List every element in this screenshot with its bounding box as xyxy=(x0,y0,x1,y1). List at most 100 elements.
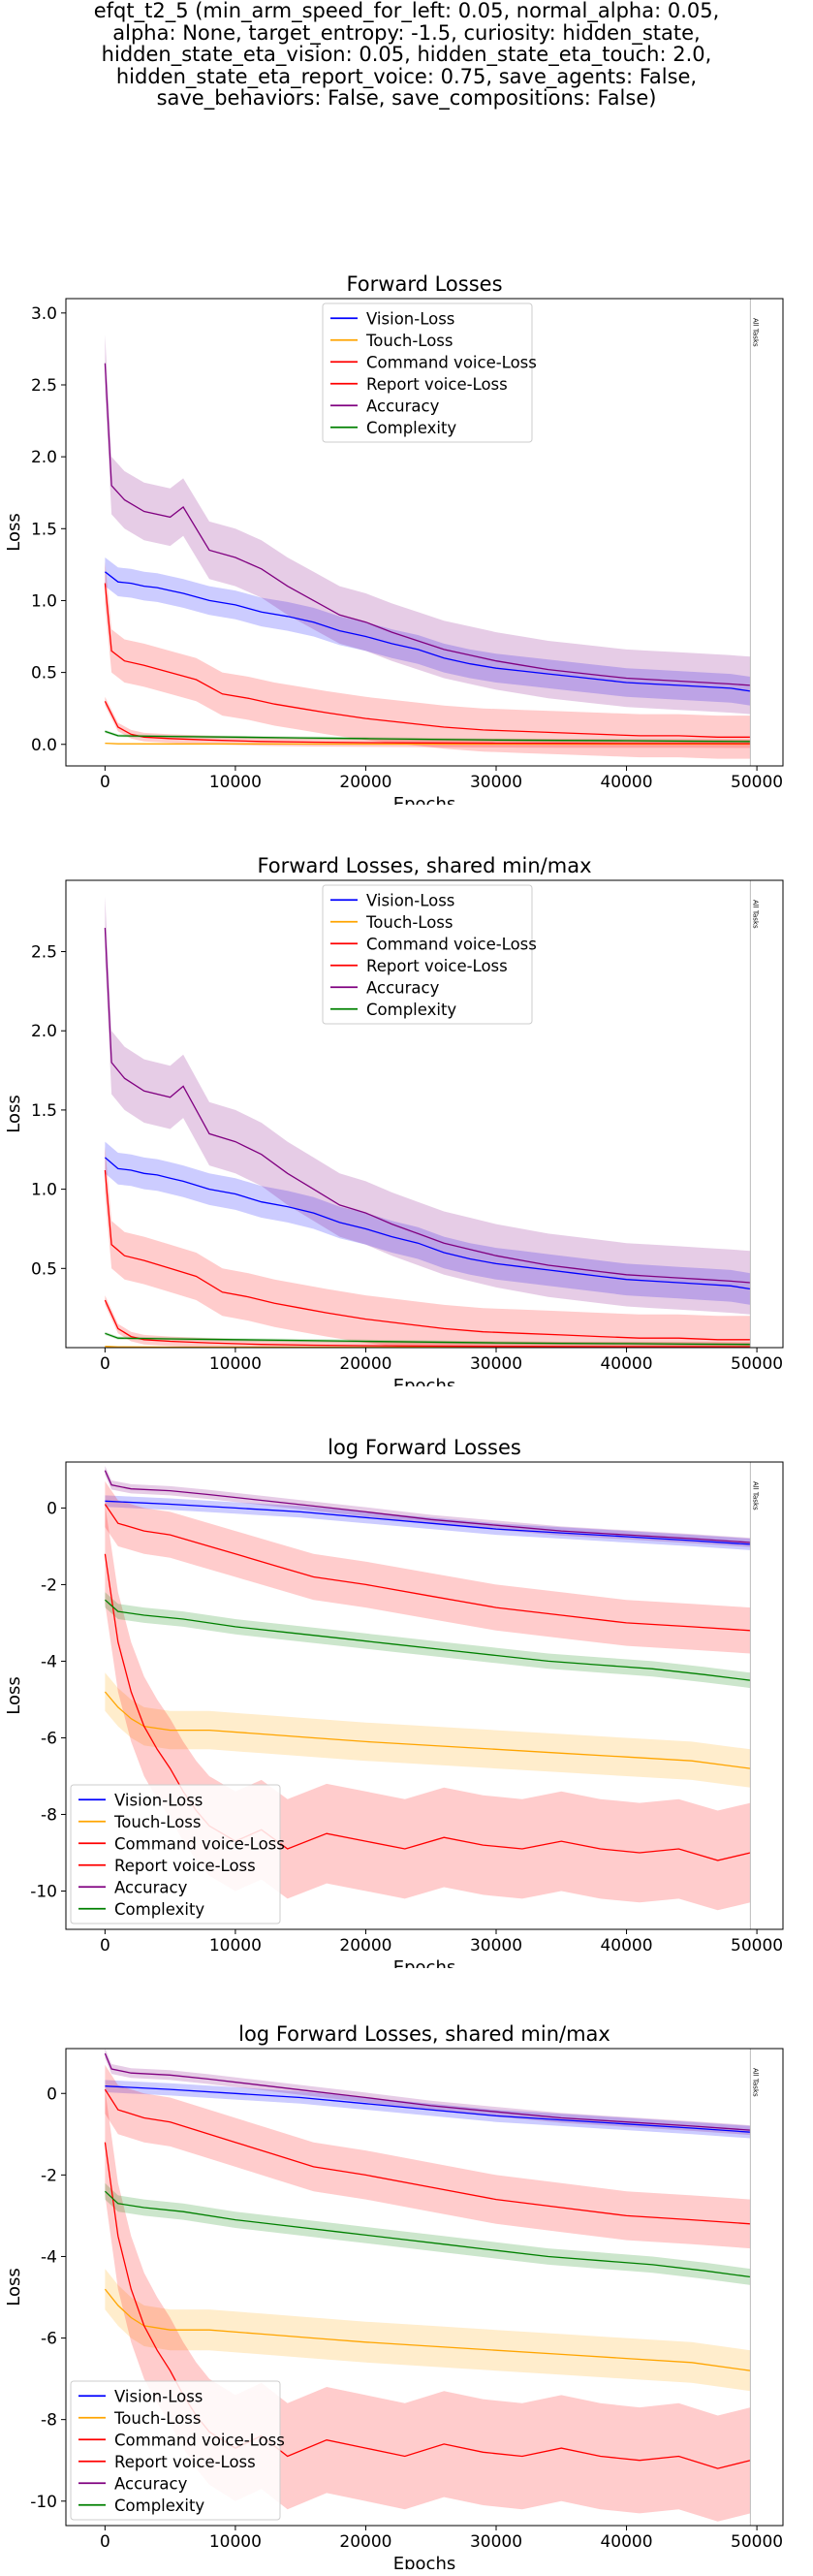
y-tick-label: 1.0 xyxy=(31,1181,57,1200)
series-line xyxy=(105,730,751,743)
x-tick-label: 0 xyxy=(100,2532,110,2552)
plot-frame xyxy=(65,879,784,1349)
legend-label: Complexity xyxy=(114,1900,204,1919)
task-marker-label: All Tasks xyxy=(751,318,759,347)
x-tick-label: 50000 xyxy=(731,773,783,792)
series-band xyxy=(105,896,751,1315)
suptitle-line: hidden_state_eta_report_voice: 0.75, sav… xyxy=(115,64,698,88)
y-tick-label: -6 xyxy=(41,1729,57,1748)
legend-label: Vision-Loss xyxy=(366,891,454,909)
chart-title: Forward Losses, shared min/max xyxy=(257,854,591,877)
legend-label: Accuracy xyxy=(114,2474,188,2493)
series-line xyxy=(104,2142,751,2469)
legend-frame xyxy=(322,884,533,1025)
chart-log-forward-losses-shared: log Forward Losses, shared min/max All Ta… xyxy=(4,2022,784,2569)
legend-label: Command voice-Loss xyxy=(114,1834,285,1853)
x-tick-label: 10000 xyxy=(209,2532,262,2552)
x-tick-label: 50000 xyxy=(731,2532,783,2552)
x-tick-label: 10000 xyxy=(209,773,262,792)
y-tick-label: -2 xyxy=(41,2166,57,2185)
series-line xyxy=(104,2088,751,2225)
series-line xyxy=(104,701,751,745)
task-marker-label: All Tasks xyxy=(751,900,759,929)
suptitle-line: hidden_state_eta_vision: 0.05, hidden_st… xyxy=(101,43,712,66)
legend: Vision-Loss Touch-Loss Command voice-Loss R… xyxy=(70,1784,285,1924)
series-band xyxy=(105,1331,751,1347)
series-line xyxy=(105,571,751,692)
series-band xyxy=(105,1141,751,1305)
x-tick-label: 10000 xyxy=(209,1354,262,1374)
plot-frame xyxy=(65,1461,784,1930)
x-tick-label: 50000 xyxy=(731,1936,783,1956)
chart-title: Forward Losses xyxy=(346,272,502,296)
x-tick-label: 20000 xyxy=(339,1936,391,1956)
series-band xyxy=(105,1672,751,1788)
y-tick-label: -4 xyxy=(41,1652,57,1671)
task-marker-label: All Tasks xyxy=(751,2068,759,2097)
legend-label: Complexity xyxy=(114,2496,204,2515)
series-band xyxy=(105,1146,751,1348)
y-tick-label: 0.0 xyxy=(31,736,57,755)
series-band xyxy=(105,2269,751,2392)
y-tick-label: -10 xyxy=(30,2493,57,2512)
y-tick-label: -4 xyxy=(41,2247,57,2267)
chart-log-forward-losses: log Forward Losses All Tasks 0 10000 20000 30… xyxy=(4,1436,784,1968)
legend-label: Touch-Loss xyxy=(113,1813,202,1831)
suptitle-line: efqt_t2_5 (min_arm_speed_for_left: 0.05,… xyxy=(93,0,720,22)
legend-frame xyxy=(70,2380,281,2521)
figure-suptitle: efqt_t2_5 (min_arm_speed_for_left: 0.05,… xyxy=(0,0,813,110)
series-line xyxy=(104,1691,751,1769)
y-axis-label: Loss xyxy=(4,1095,24,1132)
suptitle-line: save_behaviors: False, save_compositions… xyxy=(156,86,657,110)
y-tick-label: 2.5 xyxy=(31,943,57,963)
x-tick-label: 30000 xyxy=(470,773,522,792)
legend-label: Complexity xyxy=(366,1001,456,1019)
series-line xyxy=(105,1332,751,1346)
series-line xyxy=(104,1299,751,1348)
y-tick-label: 1.5 xyxy=(31,1101,57,1121)
series-line xyxy=(104,363,751,686)
legend-label: Accuracy xyxy=(366,397,440,415)
series-band xyxy=(105,1466,751,1547)
x-tick-label: 50000 xyxy=(731,1354,783,1374)
x-tick-label: 30000 xyxy=(470,1354,522,1374)
y-tick-label: -8 xyxy=(41,2411,57,2431)
x-tick-label: 40000 xyxy=(600,1936,652,1956)
y-tick-label: 0.5 xyxy=(31,1259,57,1279)
series-band xyxy=(105,1295,751,1348)
x-tick-label: 40000 xyxy=(600,1354,652,1374)
series-band xyxy=(105,696,751,748)
legend: Vision-Loss Touch-Loss Command voice-Loss R… xyxy=(322,302,537,443)
plot-frame xyxy=(65,298,784,767)
y-tick-label: -6 xyxy=(41,2330,57,2349)
series-line xyxy=(105,1500,751,1545)
y-tick-label: -2 xyxy=(41,1575,57,1595)
series-band xyxy=(105,2064,751,2249)
task-marker-label: All Tasks xyxy=(751,1481,759,1511)
x-tick-label: 0 xyxy=(100,1936,110,1956)
series-band xyxy=(105,561,751,759)
y-tick-label: 1.5 xyxy=(31,520,57,539)
series-line xyxy=(104,2288,751,2371)
series-band xyxy=(105,1480,751,1654)
chart-title: log Forward Losses, shared min/max xyxy=(238,2022,610,2046)
legend-label: Command voice-Loss xyxy=(366,935,537,953)
x-axis-label: Epochs xyxy=(393,2554,456,2569)
chart-title: log Forward Losses xyxy=(328,1436,521,1459)
legend-label: Touch-Loss xyxy=(365,913,453,932)
x-tick-label: 20000 xyxy=(339,1354,391,1374)
legend-label: Touch-Loss xyxy=(365,332,453,350)
x-tick-label: 30000 xyxy=(470,2532,522,2552)
series-band xyxy=(105,2049,751,2136)
x-tick-label: 0 xyxy=(100,773,110,792)
x-tick-label: 30000 xyxy=(470,1936,522,1956)
legend-frame xyxy=(70,1784,281,1924)
x-tick-label: 40000 xyxy=(600,2532,652,2552)
y-tick-label: 2.0 xyxy=(31,448,57,467)
y-tick-label: -8 xyxy=(41,1805,57,1825)
legend: Vision-Loss Touch-Loss Command voice-Loss R… xyxy=(70,2380,285,2521)
y-tick-label: 0 xyxy=(47,2084,57,2104)
legend-label: Report voice-Loss xyxy=(114,1857,256,1875)
series-line xyxy=(104,1157,751,1290)
legend-label: Report voice-Loss xyxy=(114,2453,256,2471)
